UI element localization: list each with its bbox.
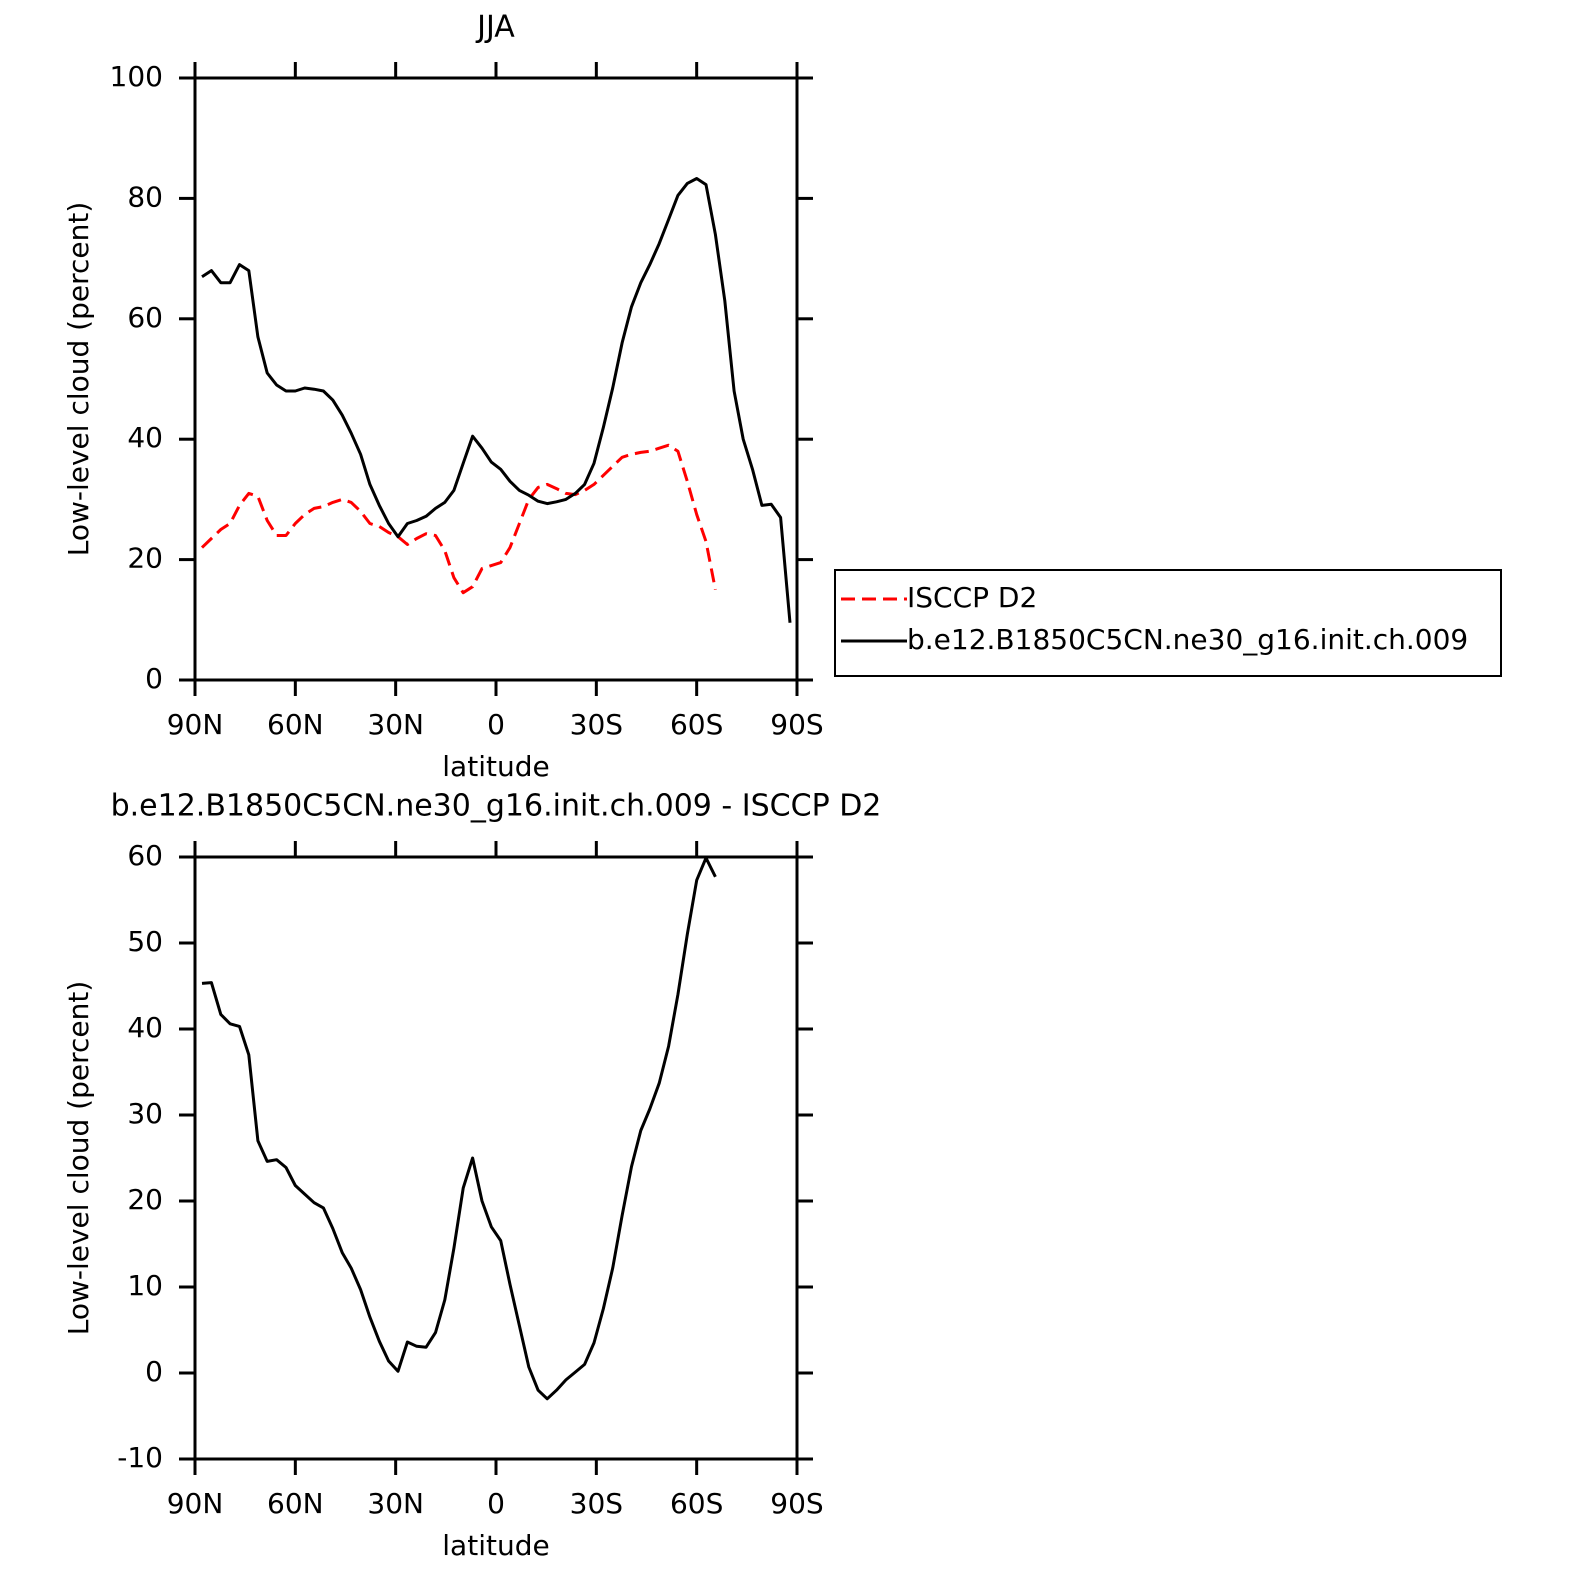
x-tick-label: 60S xyxy=(670,1487,723,1520)
chart-title: JJA xyxy=(475,10,515,45)
y-tick-label: 60 xyxy=(127,839,163,872)
x-tick-label: 60S xyxy=(670,708,723,741)
data-line xyxy=(200,443,717,595)
x-tick-label: 30N xyxy=(367,1487,424,1520)
x-tick-label: 60N xyxy=(267,1487,324,1520)
x-tick-label: 90N xyxy=(167,1487,224,1520)
x-tick-label: 90S xyxy=(770,708,823,741)
y-tick-label: 10 xyxy=(127,1269,163,1302)
x-tick-label: 0 xyxy=(487,1487,505,1520)
x-tick-label: 30S xyxy=(570,708,623,741)
legend-box xyxy=(834,569,1502,677)
chart-title: b.e12.B1850C5CN.ne30_g16.init.ch.009 - I… xyxy=(111,789,882,824)
y-tick-label: 0 xyxy=(145,1355,163,1388)
data-line xyxy=(201,177,792,623)
y-tick-label: 40 xyxy=(127,1011,163,1044)
y-tick-label: 0 xyxy=(145,662,163,695)
y-tick-label: 20 xyxy=(127,542,163,575)
x-axis-label: latitude xyxy=(442,1529,549,1562)
y-axis-label: Low-level cloud (percent) xyxy=(62,981,95,1336)
x-tick-label: 60N xyxy=(267,708,324,741)
y-tick-label: 40 xyxy=(127,421,163,454)
x-tick-label: 90N xyxy=(167,708,224,741)
y-tick-label: 60 xyxy=(127,301,163,334)
legend-label: b.e12.B1850C5CN.ne30_g16.init.ch.009 xyxy=(907,623,1468,656)
x-axis-label: latitude xyxy=(442,750,549,783)
x-tick-label: 30S xyxy=(570,1487,623,1520)
y-tick-label: 80 xyxy=(127,180,163,213)
y-tick-label: -10 xyxy=(117,1441,163,1474)
y-tick-label: 30 xyxy=(127,1097,163,1130)
legend-label: ISCCP D2 xyxy=(907,581,1037,614)
data-line xyxy=(201,856,717,1401)
y-axis-label: Low-level cloud (percent) xyxy=(62,202,95,557)
plot-frame xyxy=(193,76,799,682)
y-tick-label: 20 xyxy=(127,1183,163,1216)
y-tick-label: 50 xyxy=(127,925,163,958)
x-tick-label: 30N xyxy=(367,708,424,741)
x-tick-label: 90S xyxy=(770,1487,823,1520)
y-tick-label: 100 xyxy=(110,60,163,93)
x-tick-label: 0 xyxy=(487,708,505,741)
plot-frame xyxy=(193,855,799,1461)
